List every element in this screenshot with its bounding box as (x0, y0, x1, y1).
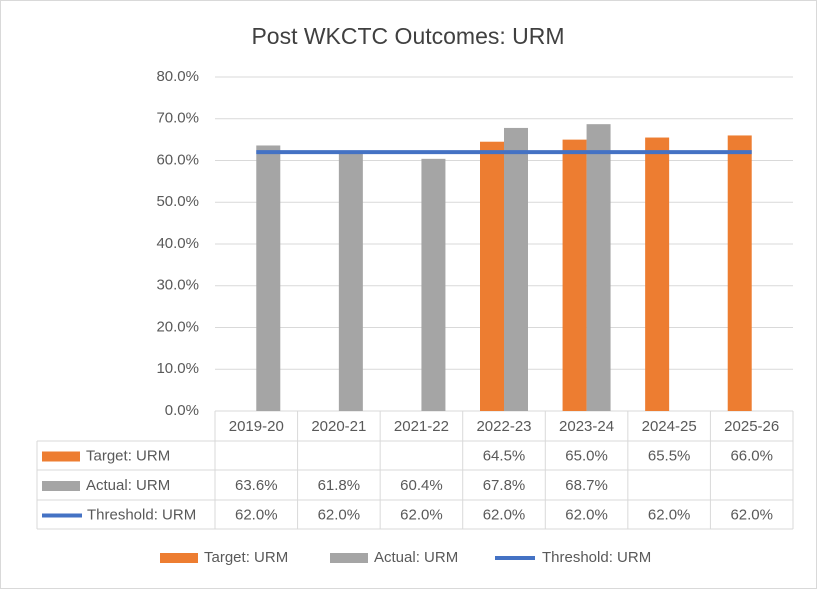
bar (480, 141, 504, 411)
bar (727, 135, 752, 411)
y-tick-label: 10.0% (156, 360, 199, 377)
legend-key (160, 553, 198, 563)
table-value: 65.0% (565, 447, 608, 464)
table-value: 63.6% (235, 477, 278, 494)
table-series-name: Threshold: URM (87, 506, 196, 523)
table-value: 61.8% (318, 477, 361, 494)
legend-key (330, 553, 368, 563)
table-value: 62.0% (730, 506, 773, 523)
table-value: 62.0% (565, 506, 608, 523)
bar (504, 127, 528, 411)
table-key (42, 481, 80, 491)
table-value: 67.8% (483, 477, 526, 494)
bar (256, 145, 281, 411)
y-tick-label: 30.0% (156, 277, 199, 294)
bar (562, 139, 587, 411)
y-tick-label: 60.0% (156, 151, 199, 168)
table-value: 68.7% (565, 477, 608, 494)
table-value: 62.0% (648, 506, 691, 523)
table-value: 66.0% (730, 447, 773, 464)
y-tick-label: 50.0% (156, 193, 199, 210)
y-tick-label: 80.0% (156, 68, 199, 85)
y-tick-label: 70.0% (156, 110, 199, 127)
table-value: 64.5% (483, 447, 526, 464)
x-tick-label: 2020-21 (311, 418, 366, 435)
x-tick-label: 2023-24 (559, 418, 614, 435)
table-key (42, 451, 80, 462)
table-series-name: Target: URM (86, 447, 170, 464)
table-value: 62.0% (235, 506, 278, 523)
x-tick-label: 2019-20 (229, 418, 284, 435)
bar (421, 158, 446, 411)
y-tick-label: 20.0% (156, 318, 199, 335)
legend-label: Actual: URM (374, 549, 458, 566)
x-tick-label: 2024-25 (642, 418, 697, 435)
table-value: 62.0% (318, 506, 361, 523)
table-value: 62.0% (483, 506, 526, 523)
y-tick-label: 40.0% (156, 235, 199, 252)
x-tick-label: 2022-23 (476, 418, 531, 435)
chart-title: Post WKCTC Outcomes: URM (251, 23, 564, 49)
y-tick-label: 0.0% (165, 402, 199, 419)
table-series-name: Actual: URM (86, 477, 170, 494)
table-value: 65.5% (648, 447, 691, 464)
legend-label: Threshold: URM (542, 549, 651, 566)
legend-label: Target: URM (204, 549, 288, 566)
x-tick-label: 2021-22 (394, 418, 449, 435)
bar (586, 124, 611, 412)
table-value: 62.0% (400, 506, 443, 523)
x-tick-label: 2025-26 (724, 418, 779, 435)
bar (338, 152, 363, 412)
table-value: 60.4% (400, 477, 443, 494)
bar (645, 137, 670, 411)
